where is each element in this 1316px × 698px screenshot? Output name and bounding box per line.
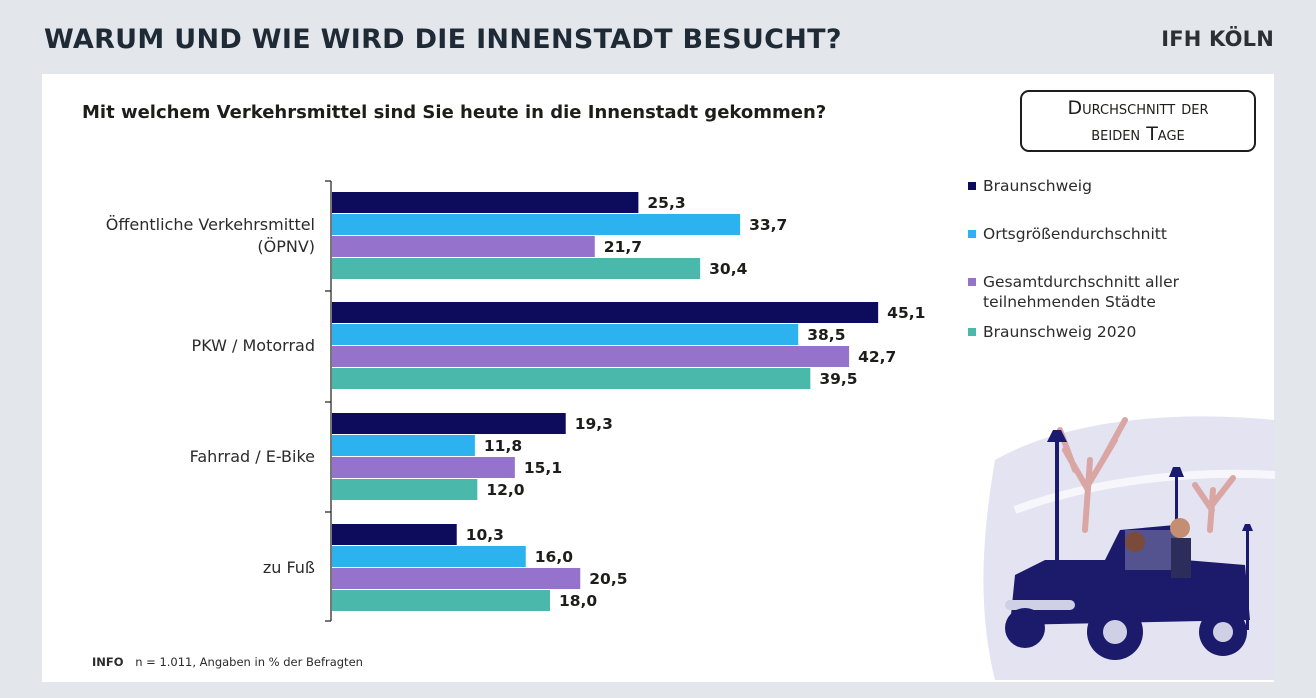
legend-item: Ortsgrößendurchschnitt — [968, 224, 1167, 244]
bar — [332, 214, 741, 235]
info-label: INFO — [92, 655, 124, 669]
data-label: 19,3 — [575, 415, 613, 433]
data-label: 38,5 — [807, 326, 845, 344]
data-label: 33,7 — [749, 216, 787, 234]
data-label: 11,8 — [484, 437, 522, 455]
data-label: 15,1 — [524, 459, 562, 477]
legend-swatch — [968, 328, 976, 336]
legend-item: Braunschweig — [968, 176, 1092, 196]
car-with-people-and-trees-illustration — [983, 416, 1275, 680]
bar — [332, 568, 581, 589]
bar — [332, 236, 595, 257]
category-label: zu Fuß — [263, 558, 315, 577]
category-label: PKW / Motorrad — [192, 336, 315, 355]
bar — [332, 479, 478, 500]
data-label: 16,0 — [535, 548, 573, 566]
legend-swatch — [968, 182, 976, 190]
bar — [332, 435, 475, 456]
bar — [332, 413, 566, 434]
info-footnote: INFO n = 1.011, Angaben in % der Befragt… — [92, 655, 363, 669]
category-label: Fahrrad / E-Bike — [190, 447, 315, 466]
data-label: 42,7 — [858, 348, 896, 366]
legend-item: Braunschweig 2020 — [968, 322, 1136, 342]
chart-question: Mit welchem Verkehrsmittel sind Sie heut… — [82, 102, 827, 123]
data-label: 30,4 — [709, 260, 747, 278]
data-label: 20,5 — [589, 570, 627, 588]
bar — [332, 368, 811, 389]
average-badge-label: Durchschnitt der beiden Tage — [1067, 97, 1209, 145]
legend-label: Braunschweig — [983, 177, 1092, 195]
legend-label: Ortsgrößendurchschnitt — [983, 225, 1167, 243]
legend-label: Braunschweig 2020 — [983, 323, 1137, 341]
bar — [332, 457, 515, 478]
data-label: 18,0 — [559, 592, 597, 610]
legend-label: Gesamtdurchschnitt aller teilnehmenden S… — [983, 273, 1179, 311]
data-label: 39,5 — [819, 370, 857, 388]
data-label: 25,3 — [647, 194, 685, 212]
info-text: n = 1.011, Angaben in % der Befragten — [135, 655, 363, 669]
category-label: (ÖPNV) — [257, 237, 315, 256]
data-label: 21,7 — [604, 238, 642, 256]
data-label: 45,1 — [887, 304, 925, 322]
page-title: WARUM UND WIE WIRD DIE INNENSTADT BESUCH… — [44, 24, 842, 55]
bar — [332, 192, 639, 213]
legend-item: Gesamtdurchschnitt aller teilnehmenden S… — [968, 272, 1208, 312]
bar — [332, 524, 457, 545]
bar — [332, 302, 879, 323]
brand-logo: IFH KÖLN — [1161, 27, 1274, 51]
data-label: 10,3 — [466, 526, 504, 544]
bar — [332, 346, 850, 367]
bar — [332, 324, 799, 345]
average-badge: Durchschnitt der beiden Tage — [1020, 90, 1256, 152]
bar — [332, 590, 550, 611]
data-label: 12,0 — [486, 481, 524, 499]
legend-swatch — [968, 230, 976, 238]
bar — [332, 546, 526, 567]
legend-swatch — [968, 278, 976, 286]
category-label: Öffentliche Verkehrsmittel — [106, 215, 315, 234]
bar — [332, 258, 701, 279]
